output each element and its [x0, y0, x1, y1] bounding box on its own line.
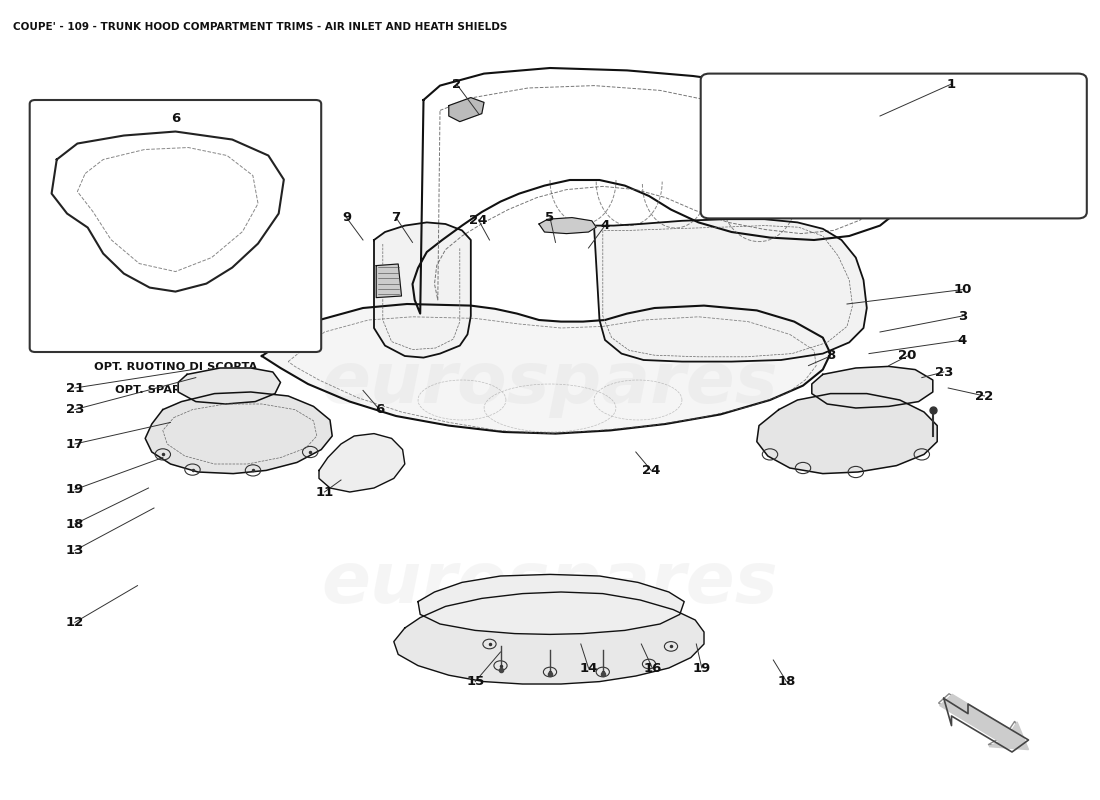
Text: 24: 24 [642, 464, 660, 477]
Polygon shape [757, 394, 937, 474]
Text: 20: 20 [899, 350, 916, 362]
Text: 11: 11 [316, 486, 333, 498]
Text: 1: 1 [947, 78, 956, 90]
Text: 6: 6 [170, 112, 180, 125]
Text: 24: 24 [470, 214, 487, 226]
Text: 9: 9 [342, 211, 351, 224]
Text: 8: 8 [826, 350, 835, 362]
Text: 23: 23 [66, 403, 84, 416]
Text: ISOLAMENTI VANO BAULE: ISOLAMENTI VANO BAULE [814, 91, 974, 102]
Polygon shape [178, 368, 280, 404]
Text: 18: 18 [778, 675, 795, 688]
FancyBboxPatch shape [701, 74, 1087, 218]
Polygon shape [418, 574, 684, 634]
Text: eurospares: eurospares [321, 350, 779, 418]
Text: VEDI KIT NEI COMPLESSIVI FORNITI A RICAMBIO: VEDI KIT NEI COMPLESSIVI FORNITI A RICAM… [745, 125, 1043, 134]
Text: 5: 5 [546, 211, 554, 224]
Text: 14: 14 [580, 662, 597, 674]
Polygon shape [319, 434, 405, 492]
FancyArrow shape [939, 694, 1028, 750]
Text: 10: 10 [954, 283, 971, 296]
Text: 3: 3 [958, 310, 967, 322]
Text: 23: 23 [935, 366, 953, 378]
Text: 19: 19 [66, 483, 84, 496]
Text: 16: 16 [644, 662, 661, 674]
Text: 18: 18 [66, 518, 84, 530]
Text: 6: 6 [375, 403, 384, 416]
Polygon shape [449, 98, 484, 122]
Text: OPT. RUOTINO DI SCORTA: OPT. RUOTINO DI SCORTA [94, 362, 257, 373]
Polygon shape [812, 366, 933, 408]
Text: 21: 21 [66, 382, 84, 394]
Polygon shape [262, 304, 830, 434]
FancyBboxPatch shape [30, 100, 321, 352]
Text: OPT. SPARE WHEEL: OPT. SPARE WHEEL [114, 385, 236, 395]
Polygon shape [394, 592, 704, 684]
Polygon shape [374, 222, 471, 358]
Text: SEE KIT IN SPARE ASSEMBLY UNITS: SEE KIT IN SPARE ASSEMBLY UNITS [784, 190, 1003, 201]
Text: TRUNK COMPARTMENT INSULATIONS: TRUNK COMPARTMENT INSULATIONS [779, 158, 1009, 167]
Text: 12: 12 [66, 616, 84, 629]
Text: 19: 19 [693, 662, 711, 674]
Text: 15: 15 [466, 675, 484, 688]
Text: 22: 22 [976, 390, 993, 402]
Text: 4: 4 [958, 334, 967, 346]
Text: 7: 7 [392, 211, 400, 224]
Polygon shape [594, 219, 867, 362]
Polygon shape [376, 264, 402, 298]
Text: 13: 13 [66, 544, 84, 557]
Text: 2: 2 [452, 78, 461, 90]
Text: COUPE' - 109 - TRUNK HOOD COMPARTMENT TRIMS - AIR INLET AND HEATH SHIELDS: COUPE' - 109 - TRUNK HOOD COMPARTMENT TR… [13, 22, 507, 32]
Text: 4: 4 [601, 219, 609, 232]
Polygon shape [539, 218, 596, 234]
Polygon shape [145, 392, 332, 474]
Text: eurospares: eurospares [321, 550, 779, 618]
Text: 17: 17 [66, 438, 84, 450]
